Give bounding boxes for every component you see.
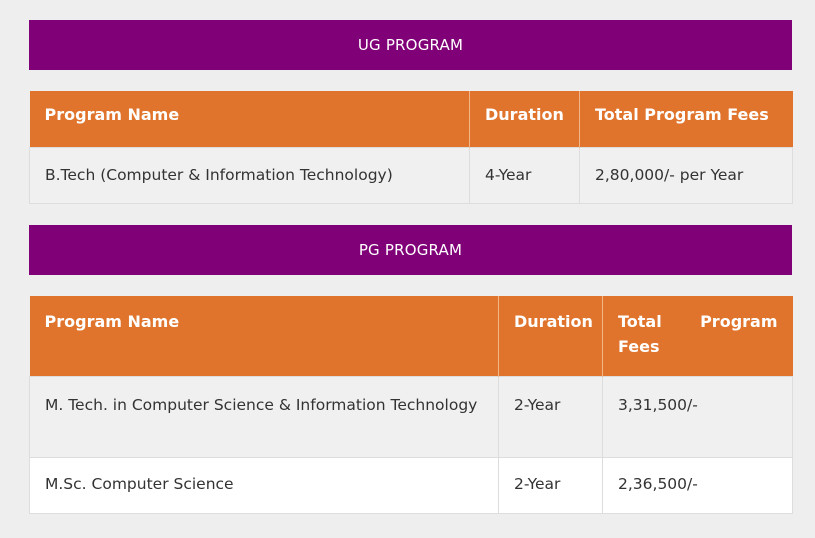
fees-cell: 3,31,500/- <box>602 376 793 458</box>
table-row: B.Tech (Computer & Information Technolog… <box>29 146 793 204</box>
ug-program-title: UG PROGRAM <box>357 36 464 54</box>
pg-program-table: Program Name Duration Total Program Fees… <box>29 295 793 514</box>
fees-cell: 2,80,000/- per Year <box>579 146 793 204</box>
programs-container: UG PROGRAM Program Name Duration Total P… <box>29 20 793 514</box>
pg-program-banner: PG PROGRAM <box>29 224 792 275</box>
table-row: M.Sc. Computer Science 2-Year 2,36,500/- <box>29 457 793 514</box>
pg-program-title: PG PROGRAM <box>358 240 463 259</box>
table-header-row: Program Name Duration Total Program Fees <box>29 91 793 147</box>
column-header-program-name: Program Name <box>29 295 499 377</box>
program-name-cell: B.Tech (Computer & Information Technolog… <box>29 146 470 204</box>
column-header-duration: Duration <box>469 91 580 147</box>
table-row: M. Tech. in Computer Science & Informati… <box>29 376 793 458</box>
duration-cell: 2-Year <box>498 457 603 514</box>
duration-cell: 4-Year <box>469 146 580 204</box>
column-header-total-fees: Total Program Fees <box>602 295 793 377</box>
table-header-row: Program Name Duration Total Program Fees <box>29 295 793 377</box>
fees-cell: 2,36,500/- <box>602 457 793 514</box>
column-header-program-name: Program Name <box>29 91 470 147</box>
duration-cell: 2-Year <box>498 376 603 458</box>
ug-program-banner: UG PROGRAM <box>29 20 792 70</box>
ug-program-table: Program Name Duration Total Program Fees… <box>29 91 793 204</box>
column-header-duration: Duration <box>498 295 603 377</box>
program-name-cell: M. Tech. in Computer Science & Informati… <box>29 376 499 458</box>
program-name-cell: M.Sc. Computer Science <box>29 457 499 514</box>
column-header-total-fees: Total Program Fees <box>579 91 793 147</box>
